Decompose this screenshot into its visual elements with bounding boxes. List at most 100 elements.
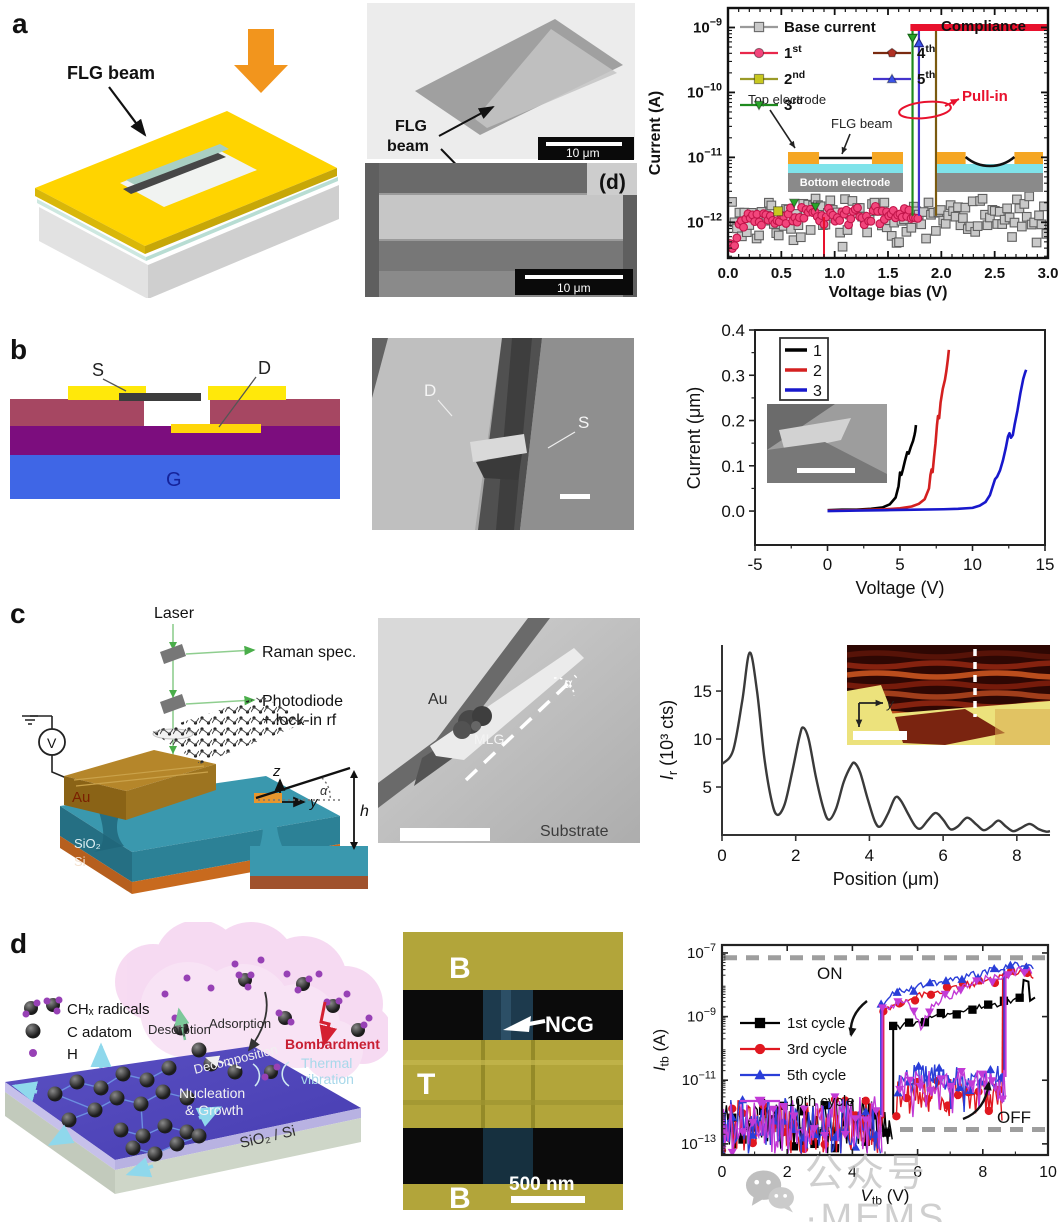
beamsplitter-icon [160, 694, 186, 714]
flg-beam-annotation: FLG beam [831, 116, 892, 131]
panel-tag: (d) [599, 171, 626, 194]
source-label: S [578, 413, 589, 432]
height-label: h [360, 803, 369, 820]
scalebar-label: 500 nm [509, 1174, 574, 1195]
beam-bridge [470, 434, 527, 462]
legend-label: 1 [813, 343, 822, 360]
alpha-label: α [564, 675, 573, 691]
panel-b-chart: -5 0 5 10 15 0.0 0.1 0.2 0.3 0.4 Voltage (V) Curren… [684, 321, 1055, 598]
svg-text:-5: -5 [747, 555, 762, 574]
pull-in-label: Pull-in [962, 88, 1008, 105]
wechat-icon [745, 1170, 794, 1213]
panel-a-chart: Bottom electrode Top electrode FLG beam Com… [647, 6, 1059, 301]
b-label: B [449, 952, 471, 985]
watermark-text: 公众号·MEMS [804, 1153, 947, 1222]
svg-text:0.1: 0.1 [721, 457, 745, 476]
svg-text:0.2: 0.2 [721, 412, 745, 431]
adsorption-label: Adsorption [209, 1016, 271, 1031]
t-label: T [417, 1068, 435, 1101]
panel-d-sem: B T B NCG 500 nm [403, 932, 623, 1210]
chx-legend-icon [43, 996, 63, 1015]
top-electrode-label: Top electrode [748, 92, 826, 107]
svg-text:z: z [272, 763, 281, 780]
panel-c-schematic: Laser Raman spec. Photodiode + lock-in r… [22, 605, 369, 894]
scalebar [560, 494, 590, 499]
bottom-electrode-band [403, 932, 623, 990]
svg-text:10−10: 10−10 [687, 82, 722, 102]
svg-text:0.0: 0.0 [718, 265, 739, 282]
legend-label: 1st [784, 43, 802, 62]
tilted-beam [255, 766, 351, 800]
off-label: OFF [997, 1108, 1031, 1127]
bombardment-arrow [319, 1001, 338, 1047]
svg-text:0.5: 0.5 [771, 265, 792, 282]
svg-text:& Growth: & Growth [185, 1102, 243, 1118]
svg-text:10: 10 [1039, 1164, 1057, 1181]
svg-text:10−13: 10−13 [681, 1133, 716, 1153]
x-axis-label: Voltage (V) [855, 578, 944, 598]
sio2-label: SiO₂ [74, 836, 101, 851]
svg-text:beam: beam [387, 138, 429, 155]
svg-text:H: H [67, 1046, 78, 1063]
panel-c-sem: Au MLG α Substrate [378, 618, 640, 843]
si-layer [60, 836, 132, 894]
laser-label: Laser [154, 605, 195, 622]
gate-layer [10, 455, 340, 499]
drain-electrode [171, 424, 261, 433]
svg-text:0.0: 0.0 [721, 502, 745, 521]
watermark: 公众号·MEMS [744, 1142, 1064, 1222]
svg-text:2.5: 2.5 [984, 265, 1005, 282]
svg-text:0.4: 0.4 [721, 321, 745, 340]
suspended-beam [365, 195, 637, 239]
ncg-label: NCG [545, 1012, 594, 1037]
si-label: Si [74, 854, 86, 869]
svg-text:C adatom: C adatom [67, 1024, 132, 1041]
svg-text:10−9: 10−9 [687, 1006, 716, 1026]
graphene-beam [119, 393, 201, 401]
inset-interferogram: yx [847, 645, 1050, 745]
svg-text:1.5: 1.5 [878, 265, 899, 282]
au-region [378, 618, 528, 783]
etched-window [120, 147, 257, 207]
ground-icon [22, 715, 38, 725]
source-label: S [92, 360, 104, 380]
svg-text:0.3: 0.3 [721, 366, 745, 385]
svg-text:8: 8 [978, 1164, 987, 1181]
svg-text:FLG: FLG [395, 118, 427, 135]
legend-label: 1st cycle [787, 1015, 845, 1032]
svg-text:15: 15 [1036, 555, 1055, 574]
press-arrow-icon [248, 29, 274, 65]
on-label: ON [817, 964, 843, 983]
svg-text:10−9: 10−9 [693, 17, 722, 37]
svg-text:10−11: 10−11 [682, 1069, 716, 1089]
mlg-label: MLG [474, 731, 504, 747]
panel-c-label: c [10, 598, 26, 629]
ncg-arrow [503, 1016, 531, 1032]
svg-text:y: y [309, 794, 319, 811]
chx-radicals [235, 971, 368, 1081]
x-axis-label: Vtb (V) [861, 1186, 910, 1208]
flg-beam-label: FLG beam [67, 63, 155, 83]
legend-label: 5th cycle [787, 1067, 846, 1084]
y-axis-label: Current (μm) [684, 387, 704, 489]
panel-b-sem: D S [372, 338, 634, 530]
h-legend-icon [29, 1049, 37, 1057]
adsorption-arrow [247, 991, 268, 1052]
legend-label: 10th cycle [787, 1093, 855, 1110]
svg-text:3.0: 3.0 [1038, 265, 1059, 282]
scalebar [400, 828, 490, 841]
legend-label: 4th [917, 43, 935, 62]
panel-d-label: d [10, 928, 28, 959]
scalebar [511, 1196, 585, 1203]
au-electrode [64, 750, 216, 791]
svg-text:0: 0 [717, 846, 726, 865]
svg-text:Nucleation: Nucleation [179, 1085, 245, 1101]
legend-label: 5th [917, 69, 935, 88]
legend-label: 3rd [784, 95, 803, 114]
graphene-sheet [152, 696, 308, 764]
y-axis-label: Current (A) [647, 91, 664, 175]
svg-text:1.0: 1.0 [824, 265, 845, 282]
panel-b-label: b [10, 334, 28, 365]
svg-text:0: 0 [823, 555, 832, 574]
